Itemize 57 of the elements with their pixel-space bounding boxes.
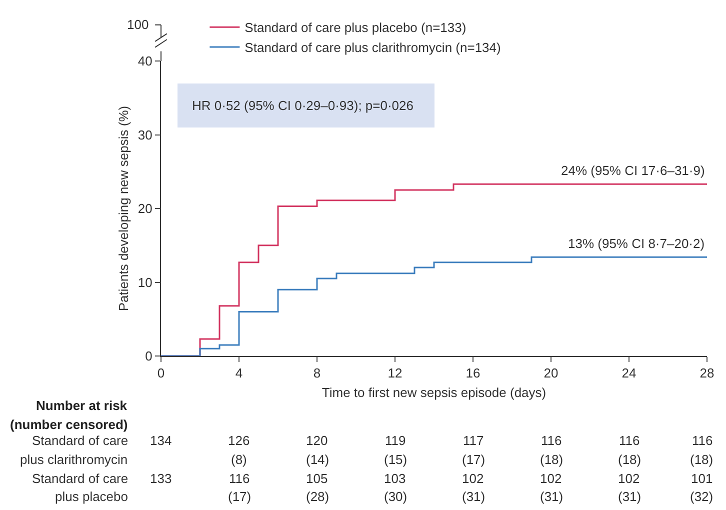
y-tick-label: 40	[138, 54, 152, 69]
text: (28)	[306, 489, 330, 504]
text: plus clarithromycin	[20, 452, 128, 467]
text: 120	[306, 433, 328, 448]
text: Standard of care	[32, 471, 128, 486]
y-axis-title: Patients developing new sepsis (%)	[116, 106, 131, 312]
text: (17)	[228, 489, 252, 504]
text: (30)	[384, 489, 408, 504]
annotation: HR 0·52 (95% CI 0·29–0·93); p=0·026	[192, 98, 414, 113]
y-tick-label: 10	[138, 274, 152, 290]
text: 116	[692, 433, 713, 448]
x-axis-title: Time to first new sepsis episode (days)	[322, 385, 546, 400]
x-tick-label: 4	[235, 366, 243, 381]
x-tick-label: 12	[388, 366, 402, 381]
text: (31)	[462, 489, 486, 504]
text: Standard of care	[32, 433, 128, 448]
text: (18)	[690, 452, 714, 467]
y-tick-label: 0	[145, 348, 152, 364]
text: 100	[127, 17, 149, 32]
legend-label: Standard of care plus placebo (n=133)	[244, 20, 466, 36]
text: (18)	[618, 452, 642, 467]
text: 134	[150, 433, 172, 448]
x-tick-label: 0	[157, 366, 165, 381]
x-tick-label: 8	[313, 366, 321, 381]
y-tick-label: 30	[138, 127, 152, 142]
x-tick-label: 28	[700, 366, 714, 381]
text: Number at risk	[36, 398, 128, 413]
text: 102	[462, 471, 484, 486]
text: 102	[618, 471, 640, 486]
x-tick-label: 16	[466, 366, 480, 381]
x-tick-label: 24	[622, 366, 636, 381]
text: (18)	[540, 452, 564, 467]
text: 126	[228, 433, 250, 448]
annotation: 24% (95% CI 17·6–31·9)	[561, 163, 705, 178]
text: (31)	[618, 489, 642, 504]
text: 117	[463, 433, 484, 448]
text: (32)	[690, 489, 714, 504]
text: 105	[306, 471, 328, 486]
x-tick-label: 20	[544, 366, 558, 381]
text: 119	[385, 433, 406, 448]
text: (14)	[306, 452, 330, 467]
text: (31)	[540, 489, 564, 504]
text: (8)	[231, 452, 247, 467]
text: 101	[691, 471, 713, 486]
text: 116	[541, 433, 562, 448]
text: plus placebo	[55, 489, 128, 504]
text: 133	[150, 471, 172, 486]
annotation: 13% (95% CI 8·7–20·2)	[568, 236, 705, 251]
legend-label: Standard of care plus clarithromycin (n=134)	[244, 40, 501, 56]
y-tick-label: 20	[138, 201, 152, 216]
text: 102	[540, 471, 562, 486]
text: 116	[229, 471, 250, 486]
text: (number censored)	[10, 417, 128, 432]
text: (15)	[384, 452, 408, 467]
text: (17)	[462, 452, 486, 467]
text: 116	[619, 433, 640, 448]
text: 103	[384, 471, 406, 486]
